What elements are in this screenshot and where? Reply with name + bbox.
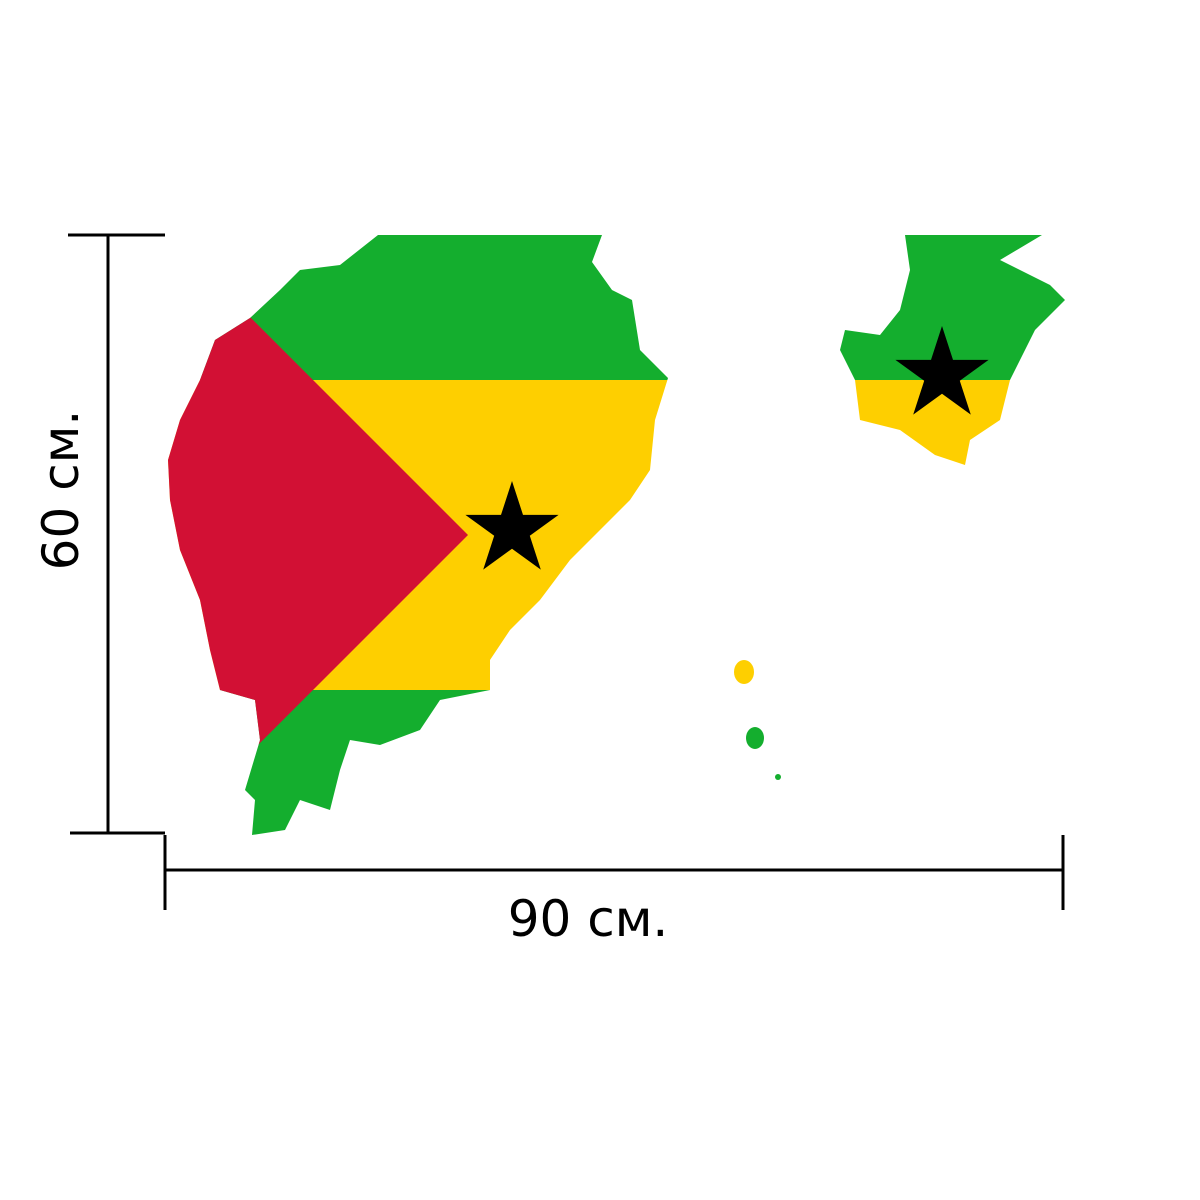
- width-dimension: [163, 835, 1065, 910]
- sao-tome-island: [168, 235, 668, 835]
- islet-yellow: [734, 660, 754, 684]
- islet-tiny: [775, 774, 781, 780]
- star-icon: [465, 481, 559, 570]
- height-dimension: [68, 233, 165, 835]
- green-stripe-bottom: [168, 690, 668, 835]
- star-icon: [895, 326, 989, 415]
- width-label: 90 см.: [508, 890, 669, 948]
- height-label: 60 см.: [32, 410, 90, 571]
- islet-green: [746, 727, 764, 749]
